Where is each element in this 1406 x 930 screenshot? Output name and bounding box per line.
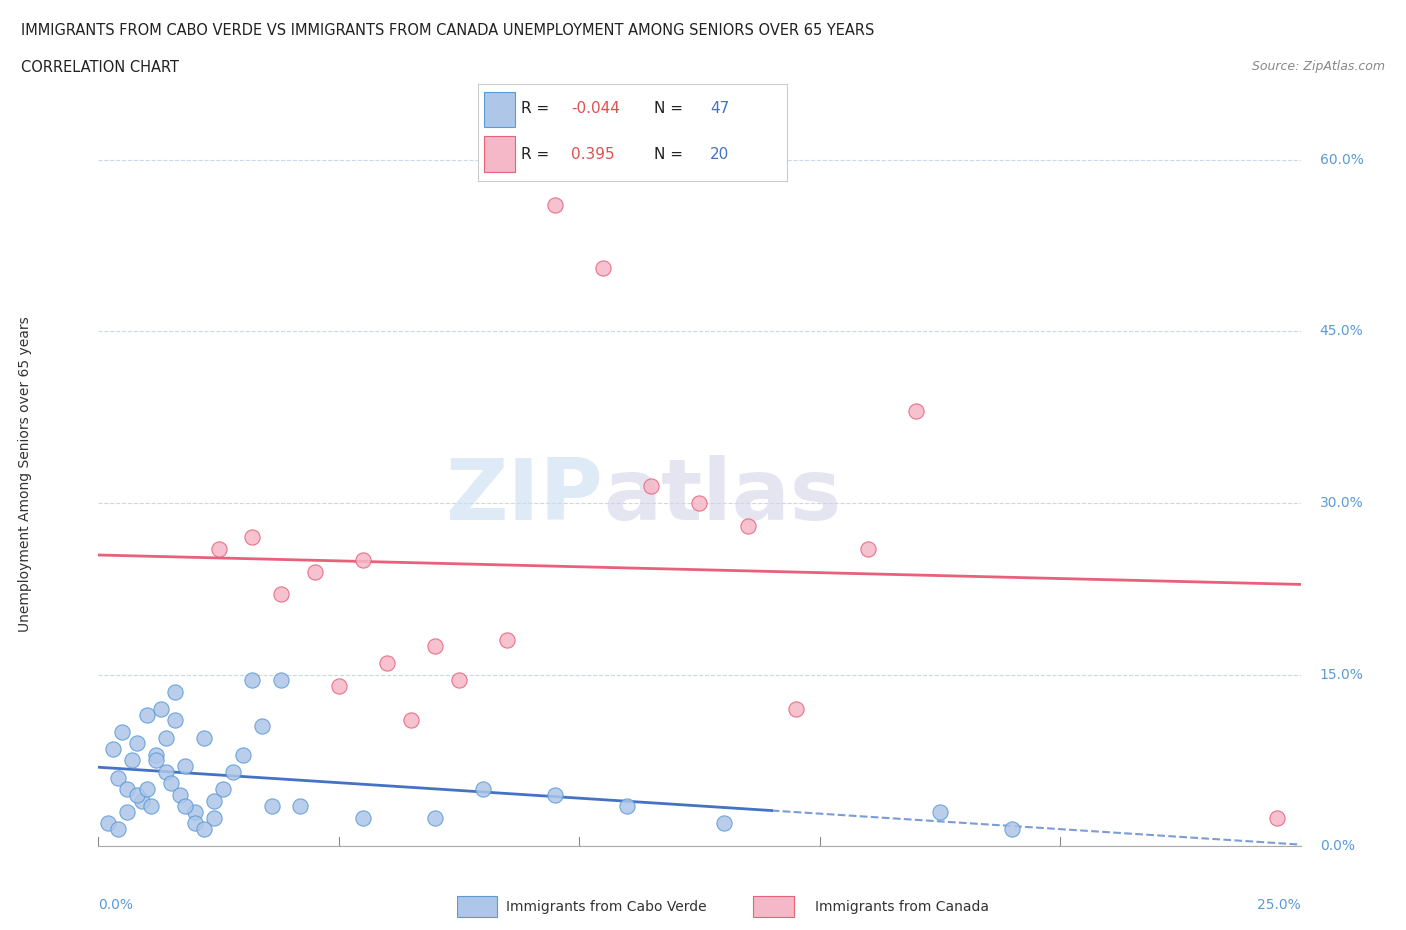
Text: Immigrants from Canada: Immigrants from Canada (815, 899, 990, 914)
Point (785, 701, 807, 716)
Text: 0.395: 0.395 (571, 147, 614, 162)
Point (423, 639, 446, 654)
Text: 45.0%: 45.0% (1320, 325, 1364, 339)
Point (270, 587, 292, 602)
Point (135, 781, 157, 796)
Bar (457, 897, 498, 917)
Point (737, 518, 759, 533)
Point (183, 804, 205, 819)
Point (193, 822, 215, 837)
Point (399, 713, 422, 728)
Point (904, 404, 927, 418)
Point (145, 753, 167, 768)
Text: -0.044: -0.044 (571, 101, 620, 116)
Text: N =: N = (654, 101, 688, 116)
Text: 30.0%: 30.0% (1320, 496, 1364, 510)
Text: Immigrants from Cabo Verde: Immigrants from Cabo Verde (506, 899, 707, 914)
Point (616, 799, 638, 814)
Point (352, 552, 374, 567)
Point (125, 736, 148, 751)
Point (270, 673, 292, 688)
Point (250, 719, 273, 734)
Point (208, 541, 231, 556)
Point (260, 799, 283, 814)
Text: ZIP: ZIP (446, 455, 603, 538)
Point (688, 496, 710, 511)
Point (174, 799, 197, 814)
Text: 20: 20 (710, 147, 730, 162)
Text: 0.0%: 0.0% (1320, 839, 1355, 854)
Text: atlas: atlas (603, 455, 842, 538)
Point (135, 707, 157, 722)
Text: Source: ZipAtlas.com: Source: ZipAtlas.com (1251, 60, 1385, 73)
Point (183, 816, 205, 830)
Point (592, 260, 614, 275)
Point (97, 816, 120, 830)
Point (544, 198, 567, 213)
Point (232, 748, 254, 763)
Point (240, 673, 263, 688)
Point (145, 748, 167, 763)
Point (155, 764, 177, 779)
Text: 25.0%: 25.0% (1257, 897, 1301, 911)
Point (640, 478, 662, 493)
Point (101, 741, 124, 756)
Point (149, 701, 172, 716)
Point (1265, 810, 1288, 825)
Bar (484, 137, 515, 172)
Point (496, 632, 519, 647)
Point (222, 764, 245, 779)
Point (141, 799, 163, 814)
Text: IMMIGRANTS FROM CABO VERDE VS IMMIGRANTS FROM CANADA UNEMPLOYMENT AMONG SENIORS : IMMIGRANTS FROM CABO VERDE VS IMMIGRANTS… (21, 23, 875, 38)
Point (107, 770, 129, 785)
Point (121, 753, 143, 768)
Text: 60.0%: 60.0% (1320, 153, 1364, 166)
Point (111, 724, 134, 739)
Point (155, 730, 177, 745)
Point (165, 684, 187, 699)
Bar (484, 91, 515, 126)
Point (544, 788, 567, 803)
Point (328, 679, 350, 694)
Point (202, 810, 225, 825)
Point (928, 804, 950, 819)
Bar (754, 897, 793, 917)
Text: CORRELATION CHART: CORRELATION CHART (21, 60, 179, 75)
Point (212, 781, 235, 796)
Text: N =: N = (654, 147, 688, 162)
Point (107, 822, 129, 837)
Point (174, 759, 197, 774)
Point (472, 781, 495, 796)
Point (352, 810, 374, 825)
Point (290, 799, 312, 814)
Point (193, 730, 215, 745)
Point (375, 656, 398, 671)
Text: Unemployment Among Seniors over 65 years: Unemployment Among Seniors over 65 years (18, 316, 32, 632)
Point (165, 713, 187, 728)
Text: 15.0%: 15.0% (1320, 668, 1364, 682)
Point (856, 541, 879, 556)
Point (240, 530, 263, 545)
Point (169, 788, 191, 803)
Point (1001, 822, 1024, 837)
Point (423, 810, 446, 825)
Text: 47: 47 (710, 101, 730, 116)
Text: 0.0%: 0.0% (98, 897, 134, 911)
Point (159, 776, 181, 790)
Point (131, 793, 153, 808)
Point (447, 673, 470, 688)
Point (713, 816, 735, 830)
Point (202, 793, 225, 808)
Point (117, 781, 139, 796)
Point (117, 804, 139, 819)
Point (304, 565, 326, 579)
Text: R =: R = (522, 147, 554, 162)
Text: R =: R = (522, 101, 554, 116)
Point (125, 788, 148, 803)
